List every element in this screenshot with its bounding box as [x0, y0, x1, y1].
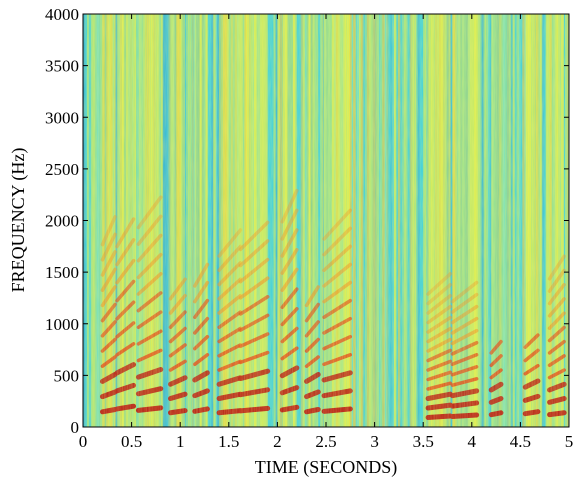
y-tick-label: 0 — [71, 418, 80, 437]
y-axis: 0 500 1000 1500 2000 2500 3000 3500 4000 — [45, 5, 569, 437]
x-tick-label: 0 — [79, 432, 88, 451]
x-tick-label: 1.5 — [218, 432, 239, 451]
x-tick-label: 4 — [468, 432, 477, 451]
y-tick-label: 3000 — [45, 108, 79, 127]
y-tick-label: 500 — [54, 366, 80, 385]
y-tick-label: 2000 — [45, 212, 79, 231]
x-tick-label: 5 — [565, 432, 574, 451]
y-tick-label: 1500 — [45, 263, 79, 282]
spectrogram-texture — [83, 14, 569, 427]
y-tick-label: 2500 — [45, 160, 79, 179]
x-tick-label: 3 — [370, 432, 379, 451]
plot-area — [83, 14, 569, 427]
y-axis-label: FREQUENCY (Hz) — [8, 148, 29, 293]
x-tick-label: 2 — [273, 432, 282, 451]
x-axis-label: TIME (SECONDS) — [255, 457, 398, 478]
y-tick-label: 3500 — [45, 57, 79, 76]
x-tick-label: 3.5 — [413, 432, 434, 451]
x-axis: 0 0.5 1 1.5 2 2.5 3 3.5 4 4.5 5 — [79, 14, 574, 451]
y-tick-label: 4000 — [45, 5, 79, 24]
x-tick-label: 0.5 — [121, 432, 142, 451]
x-tick-label: 2.5 — [315, 432, 336, 451]
x-tick-label: 1 — [176, 432, 185, 451]
y-tick-label: 1000 — [45, 315, 79, 334]
x-tick-label: 4.5 — [510, 432, 531, 451]
